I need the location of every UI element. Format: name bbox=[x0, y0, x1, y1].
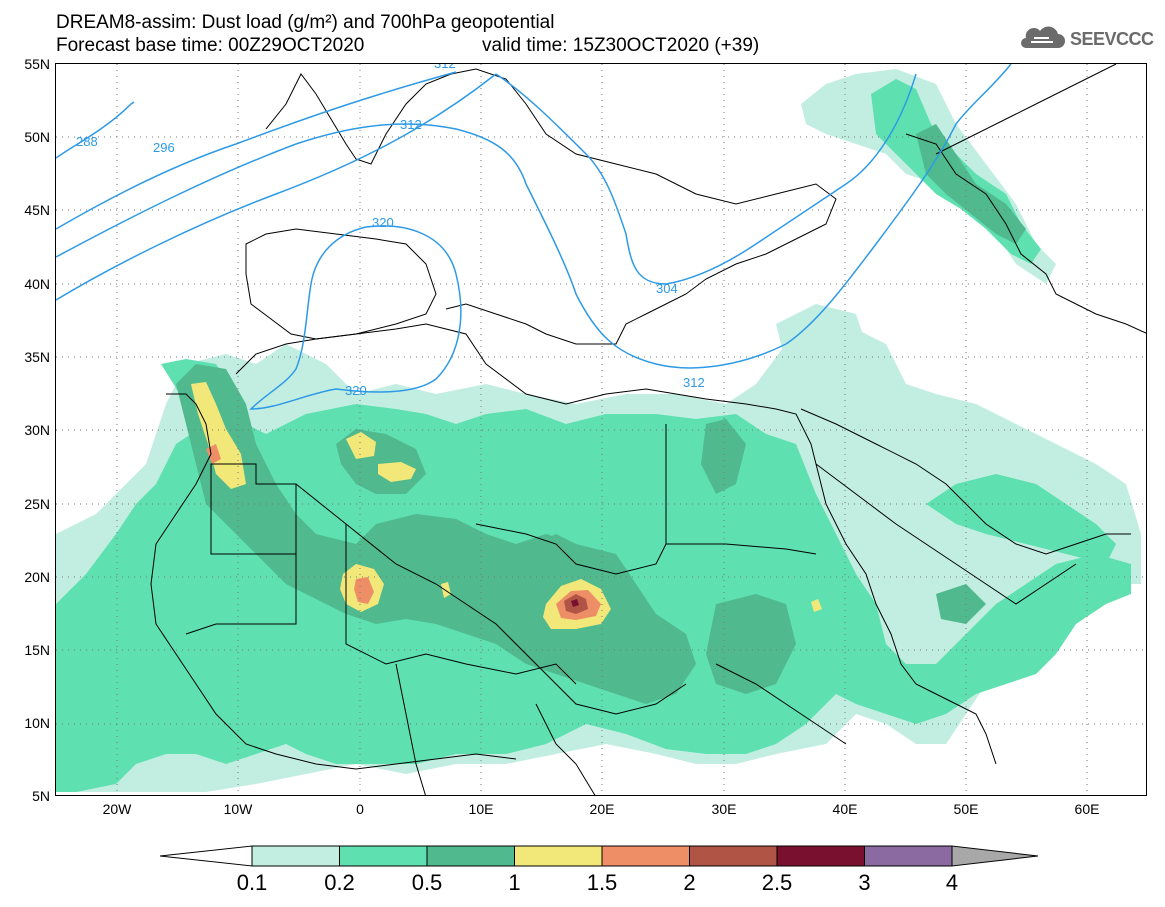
colorbar-swatches bbox=[251, 845, 953, 867]
colorbar-tick-label: 2.5 bbox=[761, 870, 793, 895]
colorbar-tick-label: 3 bbox=[858, 870, 871, 895]
contour-label: 312 bbox=[434, 64, 456, 71]
contour-304-west bbox=[56, 73, 497, 301]
contour-labels: 288 296 312 320 320 312 312 304 bbox=[76, 64, 705, 398]
colorbar-tick-label: 0.5 bbox=[411, 870, 443, 895]
contour-288 bbox=[56, 101, 135, 159]
lat-label: 5N bbox=[32, 788, 50, 804]
lon-label: 60E bbox=[1074, 801, 1100, 817]
colorbar-swatch bbox=[251, 845, 340, 867]
dust-level-5-area bbox=[206, 444, 601, 620]
lat-label: 10N bbox=[24, 715, 50, 731]
lat-label: 30N bbox=[24, 422, 50, 438]
forecast-base-time: Forecast base time: 00Z29OCT2020 bbox=[56, 35, 365, 56]
colorbar-swatch bbox=[864, 845, 953, 867]
dust-load-map: 288 296 312 320 320 312 312 304 bbox=[56, 64, 1146, 795]
colorbar-swatch bbox=[426, 845, 515, 867]
logo-text: SEEVCCC bbox=[1070, 28, 1154, 49]
colorbar-swatch bbox=[776, 845, 865, 867]
contour-label: 312 bbox=[683, 375, 705, 390]
contour-304 bbox=[495, 73, 917, 285]
map-title: DREAM8-assim: Dust load (g/m²) and 700hP… bbox=[56, 12, 555, 33]
lat-label: 25N bbox=[24, 496, 50, 512]
colorbar-tick-label: 1 bbox=[508, 870, 521, 895]
geopotential-contours bbox=[56, 64, 1012, 410]
contour-320 bbox=[249, 225, 462, 410]
lon-label: 50E bbox=[953, 801, 979, 817]
contour-296 bbox=[56, 71, 457, 230]
lat-label: 55N bbox=[24, 56, 50, 72]
lat-label: 40N bbox=[24, 276, 50, 292]
lon-label: 20W bbox=[102, 801, 132, 817]
coastlines-borders bbox=[150, 64, 1146, 795]
contour-312 bbox=[56, 64, 1012, 369]
colorbar-tick-label: 4 bbox=[945, 870, 959, 895]
lon-label: 30E bbox=[711, 801, 737, 817]
colorbar bbox=[160, 845, 1039, 867]
colorbar-swatch bbox=[514, 845, 603, 867]
lon-label: 10E bbox=[468, 801, 494, 817]
dust-level-7-area bbox=[571, 599, 579, 607]
colorbar-tick-label: 0.2 bbox=[324, 870, 355, 895]
contour-label: 312 bbox=[400, 117, 422, 132]
contour-label: 304 bbox=[656, 281, 678, 296]
lon-label: 0 bbox=[356, 801, 364, 817]
colorbar-swatch bbox=[601, 845, 690, 867]
seevccc-logo: SEEVCCC bbox=[1018, 26, 1154, 52]
graticule bbox=[56, 64, 1146, 795]
colorbar-tick-label: 1.5 bbox=[586, 870, 618, 895]
lat-label: 50N bbox=[24, 129, 50, 145]
colorbar-tick-label: 2 bbox=[683, 870, 696, 895]
lon-label: 10W bbox=[223, 801, 253, 817]
lat-label: 20N bbox=[24, 569, 50, 585]
lat-label: 45N bbox=[24, 202, 50, 218]
contour-label: 320 bbox=[345, 383, 367, 398]
contour-label: 320 bbox=[372, 215, 394, 230]
colorbar-swatch bbox=[689, 845, 778, 867]
lat-label: 35N bbox=[24, 349, 50, 365]
colorbar-swatch bbox=[339, 845, 428, 867]
valid-time: valid time: 15Z30OCT2020 (+39) bbox=[482, 35, 760, 56]
lat-label: 15N bbox=[24, 642, 50, 658]
colorbar-tick-label: 0.1 bbox=[236, 870, 268, 895]
lon-label: 20E bbox=[589, 801, 615, 817]
colorbar-over-triangle bbox=[951, 845, 1039, 867]
lon-label: 40E bbox=[832, 801, 858, 817]
contour-label: 296 bbox=[153, 140, 175, 155]
colorbar-under-triangle bbox=[160, 845, 253, 867]
cloud-icon bbox=[1021, 26, 1065, 48]
contour-label: 288 bbox=[76, 134, 98, 149]
map-panel[interactable]: 288 296 312 320 320 312 312 304 bbox=[55, 63, 1147, 796]
